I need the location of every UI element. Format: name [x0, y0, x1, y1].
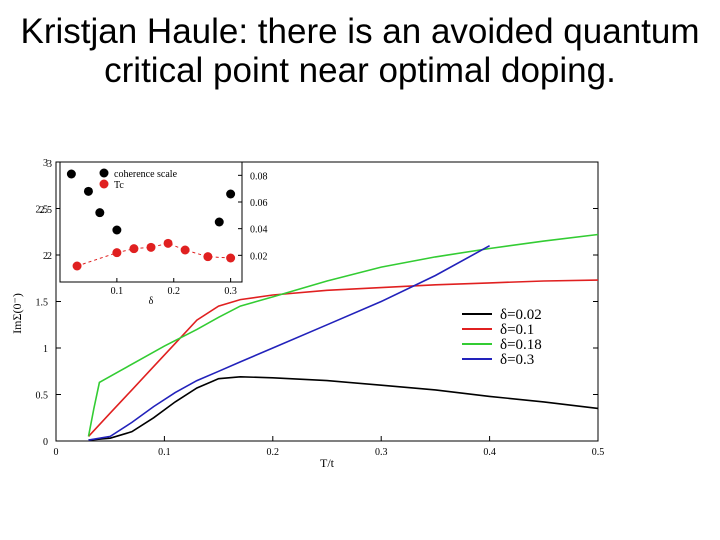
y-tick-label: 0	[43, 437, 48, 448]
inset-legend-marker	[99, 168, 109, 178]
x-tick-label: 0	[54, 447, 59, 458]
legend-label: δ=0.02	[500, 307, 542, 323]
inset-marker-1	[129, 244, 139, 254]
legend-label: δ=0.3	[500, 352, 534, 368]
y-axis-label: ImΣ(0⁻)	[10, 293, 24, 334]
x-tick-label: 0.1	[158, 447, 171, 458]
x-tick-label: 0.2	[267, 447, 280, 458]
inset-y-tick-label-left: 2	[47, 251, 52, 262]
inset-y-tick-label-left: 3	[47, 159, 52, 170]
inset-y-tick-label-right: 0.06	[250, 198, 268, 209]
inset-legend-label: coherence scale	[114, 169, 178, 180]
legend-label: δ=0.1	[500, 322, 534, 338]
x-tick-label: 0.3	[375, 447, 388, 458]
y-tick-label: 2	[43, 251, 48, 262]
inset-marker-1	[163, 238, 173, 248]
y-tick-label: 0.5	[36, 391, 49, 402]
inset-chart: 0.1 0.2 0.3 0.02 0.04 0.06 0.08 δ 2 2.5 3 coherence…	[40, 159, 268, 307]
inset-marker-1	[72, 261, 82, 271]
inset-marker-0	[226, 189, 236, 199]
inset-marker-1	[203, 252, 213, 262]
inset-marker-0	[95, 208, 105, 218]
inset-x-tick-label: 0.1	[111, 286, 124, 297]
series-line-3	[88, 244, 490, 441]
inset-marker-1	[180, 245, 190, 255]
inset-marker-0	[66, 169, 76, 179]
inset-y-tick-label-left: 2.5	[40, 205, 53, 216]
inset-marker-1	[112, 248, 122, 258]
inset-x-axis-label: δ	[149, 296, 154, 307]
inset-y-tick-label-right: 0.04	[250, 225, 268, 236]
inset-marker-0	[83, 186, 93, 196]
y-tick-label: 3	[43, 158, 48, 169]
main-chart: 0 0.1 0.2 0.3 0.4 0.5 0 0.5 1 1.5 2 2.5 3 T/t ImΣ(0⁻) δ…	[10, 158, 604, 470]
legend-label: δ=0.18	[500, 337, 542, 353]
inset-x-tick-label: 0.2	[168, 286, 181, 297]
series-line-0	[88, 375, 599, 441]
inset-plot-frame	[59, 161, 243, 283]
inset-legend-label: Tc	[114, 180, 124, 191]
inset-y-tick-label-right: 0.08	[250, 171, 268, 182]
y-tick-label: 1.5	[36, 298, 49, 309]
inset-marker-1	[226, 253, 236, 263]
x-axis-label: T/t	[320, 456, 335, 470]
inset-y-tick-label-right: 0.02	[250, 251, 268, 262]
x-tick-label: 0.4	[483, 447, 496, 458]
slide-title: Kristjan Haule: there is an avoided quan…	[20, 12, 700, 90]
y-tick-label: 2.5	[36, 205, 49, 216]
x-tick-label: 0.5	[592, 447, 605, 458]
inset-marker-0	[214, 217, 224, 227]
y-tick-label: 1	[43, 344, 48, 355]
series-line-1	[87, 279, 599, 437]
inset-legend-marker	[99, 179, 109, 189]
inset-marker-0	[112, 225, 122, 235]
inset-x-tick-label: 0.3	[224, 286, 237, 297]
inset-marker-1	[146, 242, 156, 252]
series-line-2	[87, 233, 599, 437]
